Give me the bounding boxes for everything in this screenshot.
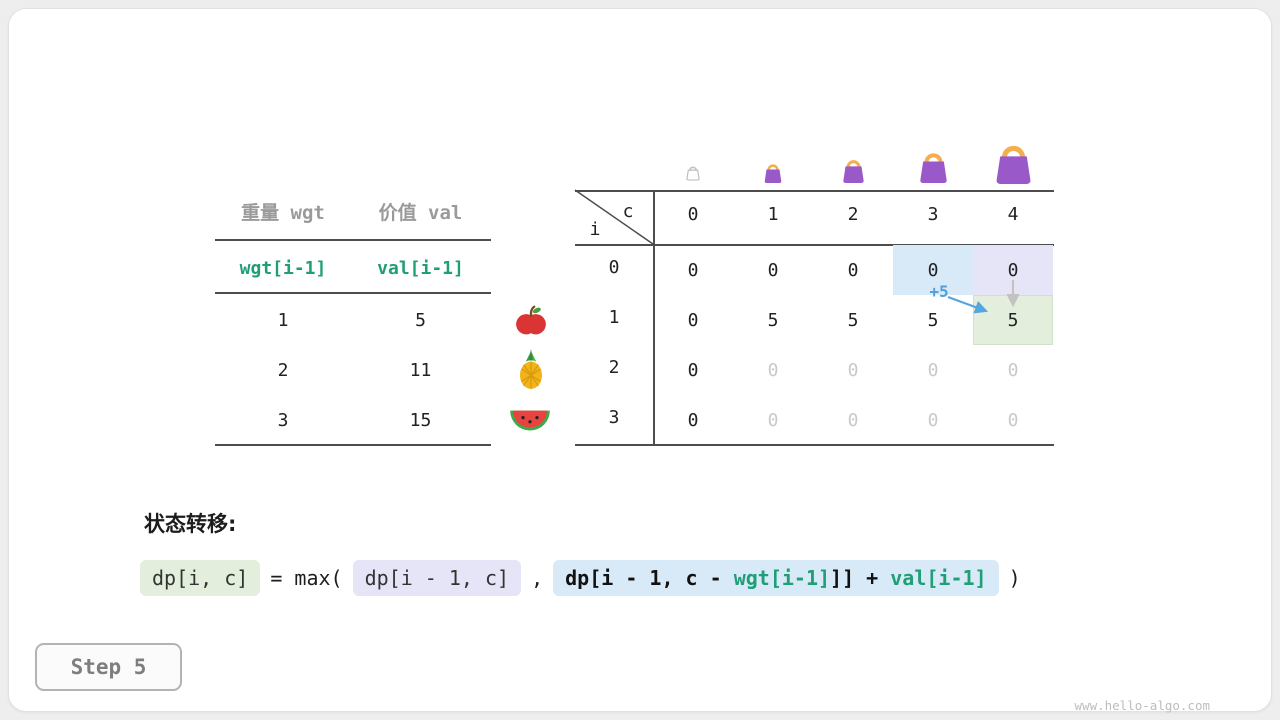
- dp-cell-0-3-source-add: 0: [893, 245, 973, 295]
- dp-cell-0-0: 0: [687, 259, 699, 281]
- dp-row-header: 3: [608, 407, 620, 428]
- bag-xlarge-icon: [991, 138, 1036, 185]
- formula-equals-max: = max(: [270, 566, 343, 590]
- dp-cell-1-1: 5: [767, 309, 779, 331]
- dp-cell-2-4: 0: [1007, 359, 1019, 381]
- item-row-val: 5: [415, 309, 426, 331]
- dp-cell-1-3: 5: [927, 309, 939, 331]
- state-transition-formula: dp[i, c] = max( dp[i - 1, c] , dp[i - 1,…: [140, 560, 1021, 596]
- watermelon-icon: [509, 406, 551, 434]
- formula-term2-wgt: wgt[i-1]: [733, 566, 831, 590]
- formula-term1-chip: dp[i - 1, c]: [352, 560, 522, 596]
- formula-term2-chip: dp[i - 1, c - wgt[i-1]]] + val[i-1]: [553, 560, 999, 596]
- dp-col-header: 2: [847, 204, 859, 225]
- dp-cell-2-2: 0: [847, 359, 859, 381]
- dp-col-header: 1: [767, 204, 779, 225]
- items-header-val: 价值 val: [378, 201, 463, 224]
- item-row-val: 11: [409, 359, 432, 381]
- dp-cell-2-3: 0: [927, 359, 939, 381]
- item-row-val: 15: [409, 409, 432, 431]
- dp-cell-3-2: 0: [847, 409, 859, 431]
- dp-table-rule-top: [575, 190, 1054, 192]
- dp-cell-0-4-source-max: 0: [973, 245, 1053, 295]
- formula-comma: ,: [531, 566, 544, 590]
- dp-cell-2-1: 0: [767, 359, 779, 381]
- formula-term2-part1: dp[i - 1, c -: [565, 566, 734, 590]
- dp-col-header: 4: [1007, 204, 1019, 225]
- item-row-wgt: 3: [277, 409, 289, 431]
- items-table-rule: [215, 239, 491, 241]
- items-table-rule: [215, 444, 491, 446]
- bag-small-icon: [762, 160, 784, 184]
- dp-table-rule-header: [575, 244, 1054, 246]
- item-row-wgt: 2: [277, 359, 289, 381]
- dp-table-rule-bottom: [575, 444, 1054, 446]
- site-watermark: www.hello-algo.com: [1074, 698, 1210, 713]
- dp-cell-3-0: 0: [687, 409, 699, 431]
- items-header-wgt: 重量 wgt: [241, 201, 325, 224]
- pineapple-icon: [513, 349, 549, 391]
- dp-cell-1-4-target: 5: [973, 295, 1053, 345]
- step-badge: Step 5: [35, 643, 182, 691]
- dp-table-rule-vertical: [653, 190, 655, 445]
- apple-icon: [514, 303, 548, 337]
- item-row-wgt: 1: [277, 309, 289, 331]
- dp-row-header: 1: [608, 307, 620, 328]
- dp-col-header: 0: [687, 204, 699, 225]
- formula-lhs-chip: dp[i, c]: [140, 560, 261, 596]
- items-formula-val: val[i-1]: [377, 257, 464, 279]
- dp-cell-1-0: 0: [687, 309, 699, 331]
- formula-term2-val: val[i-1]: [890, 566, 987, 590]
- dp-cell-3-3: 0: [927, 409, 939, 431]
- bag-tiny-icon: [685, 163, 701, 181]
- formula-close-paren: ): [1008, 566, 1021, 590]
- dp-row-header: 0: [608, 257, 620, 278]
- bag-large-icon: [916, 147, 951, 184]
- dp-col-header: 3: [927, 204, 939, 225]
- plus-five-annotation: +5: [929, 282, 949, 301]
- corner-col-var: c: [622, 200, 634, 222]
- dp-cell-1-2: 5: [847, 309, 859, 331]
- items-table-rule: [215, 292, 491, 294]
- dp-cell-0-2: 0: [847, 259, 859, 281]
- dp-row-header: 2: [608, 357, 620, 378]
- state-transition-label: 状态转移:: [144, 512, 237, 536]
- corner-row-var: i: [589, 218, 601, 240]
- formula-term2-part2: ]] +: [830, 566, 891, 590]
- dp-cell-3-1: 0: [767, 409, 779, 431]
- dp-cell-0-1: 0: [767, 259, 779, 281]
- items-formula-wgt: wgt[i-1]: [239, 257, 327, 279]
- dp-cell-2-0: 0: [687, 359, 699, 381]
- dp-cell-3-4: 0: [1007, 409, 1019, 431]
- bag-medium-icon: [840, 155, 867, 184]
